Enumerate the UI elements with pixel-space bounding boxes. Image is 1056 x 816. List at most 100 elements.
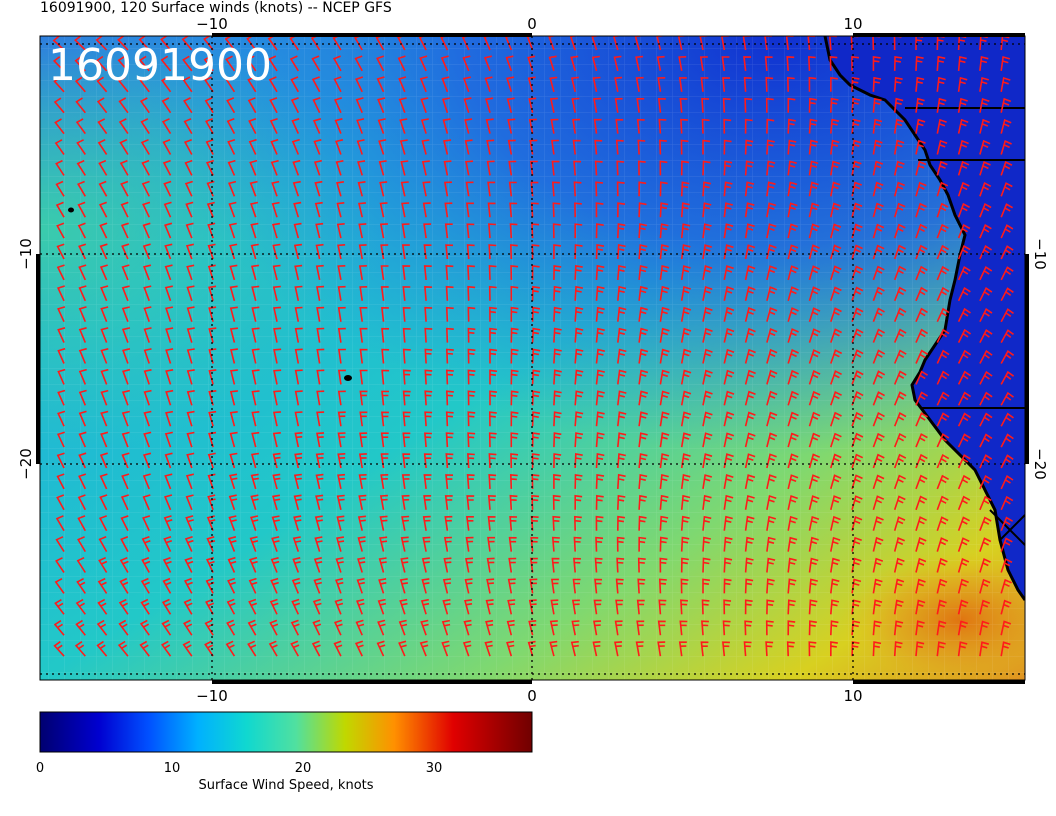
wind-barb (744, 181, 755, 197)
wind-barb (181, 36, 193, 51)
wind-barb (744, 432, 756, 448)
wind-barb (830, 349, 843, 364)
wind-barb (357, 160, 366, 176)
wind-barb (765, 641, 774, 657)
wind-barb (423, 495, 432, 510)
wind-barb (142, 473, 151, 490)
wind-barb (509, 494, 518, 510)
wind-barb (723, 181, 733, 197)
wind-barb (489, 369, 498, 385)
wind-barb (246, 55, 257, 72)
wind-barb (443, 181, 452, 197)
wind-barb (872, 139, 883, 155)
wind-barb (269, 118, 278, 134)
wind-barb (936, 181, 949, 197)
wind-barb (487, 181, 496, 197)
wind-barb (488, 265, 497, 280)
wind-barb (419, 640, 429, 657)
wind-barb (186, 431, 195, 448)
wind-barb (251, 285, 260, 301)
wind-barb (701, 118, 710, 134)
wind-barb (744, 620, 753, 636)
wind-barb (531, 411, 541, 427)
wind-barb (314, 201, 323, 218)
wind-barb (165, 410, 174, 427)
y-tick-right: −10 (1031, 238, 1049, 270)
wind-barb (808, 202, 820, 218)
wind-barb (313, 139, 322, 155)
wind-barb (356, 598, 365, 615)
wind-barb (744, 557, 754, 573)
wind-barb (830, 557, 840, 573)
wind-barb (335, 536, 345, 552)
wind-barb (787, 244, 799, 260)
wind-barb (315, 494, 324, 510)
wind-barb (680, 578, 689, 594)
wind-barb (1000, 160, 1013, 176)
wind-barb (638, 327, 649, 343)
wind-barb (1000, 620, 1012, 636)
wind-barb (139, 55, 150, 72)
wind-barb (936, 516, 949, 531)
wind-barb (272, 285, 281, 301)
wind-barb (830, 515, 841, 531)
wind-barb (743, 76, 752, 92)
wind-barb (333, 76, 342, 93)
wind-barb (591, 36, 600, 51)
wind-barb (936, 599, 947, 615)
wind-barb (893, 55, 903, 71)
wind-barb (77, 180, 86, 197)
wind-barb (574, 306, 584, 322)
wind-barb (467, 285, 476, 301)
wind-barb (893, 160, 905, 176)
wind-barb (121, 243, 130, 260)
wind-barb (487, 515, 496, 531)
wind-barb (316, 327, 325, 343)
wind-barb (312, 598, 322, 615)
wind-barb (161, 640, 172, 657)
wind-barb (808, 97, 817, 113)
wind-barb (893, 370, 907, 385)
wind-barb (531, 348, 541, 364)
wind-barb (55, 201, 65, 218)
wind-barb (915, 391, 929, 406)
wind-barb (723, 557, 733, 573)
wind-barb (294, 411, 303, 427)
wind-barb (1000, 516, 1013, 532)
wind-barb (766, 557, 776, 573)
wind-barb (465, 557, 474, 573)
wind-barb (227, 577, 236, 594)
wind-barb (143, 389, 152, 406)
wind-barb (359, 307, 368, 322)
wind-barb (419, 76, 428, 93)
wind-barb (893, 557, 905, 573)
wind-barb (76, 556, 86, 573)
wind-barb (574, 411, 584, 427)
wind-barb (379, 223, 388, 239)
wind-barb (226, 598, 236, 615)
wind-barb (615, 118, 624, 134)
wind-barb (851, 160, 862, 176)
wind-barb (979, 202, 992, 218)
wind-barb (142, 494, 151, 511)
wind-barb (294, 432, 303, 448)
wind-barb (638, 306, 648, 322)
wind-barb (680, 494, 691, 510)
wind-barb (54, 139, 65, 155)
wind-barb (617, 265, 626, 280)
wind-barb (228, 494, 238, 511)
wind-barb (99, 243, 108, 260)
wind-barb (656, 55, 665, 72)
wind-barb (702, 578, 711, 594)
wind-barb (659, 432, 670, 448)
wind-barb (872, 578, 883, 594)
wind-barb (702, 536, 711, 552)
wind-barb (56, 285, 65, 302)
wind-barb (78, 264, 87, 281)
wind-barb (444, 515, 453, 531)
wind-barb (445, 306, 454, 322)
wind-barb (957, 265, 971, 281)
wind-barb (615, 139, 624, 155)
wind-barb (424, 348, 433, 364)
wind-barb (186, 327, 195, 343)
